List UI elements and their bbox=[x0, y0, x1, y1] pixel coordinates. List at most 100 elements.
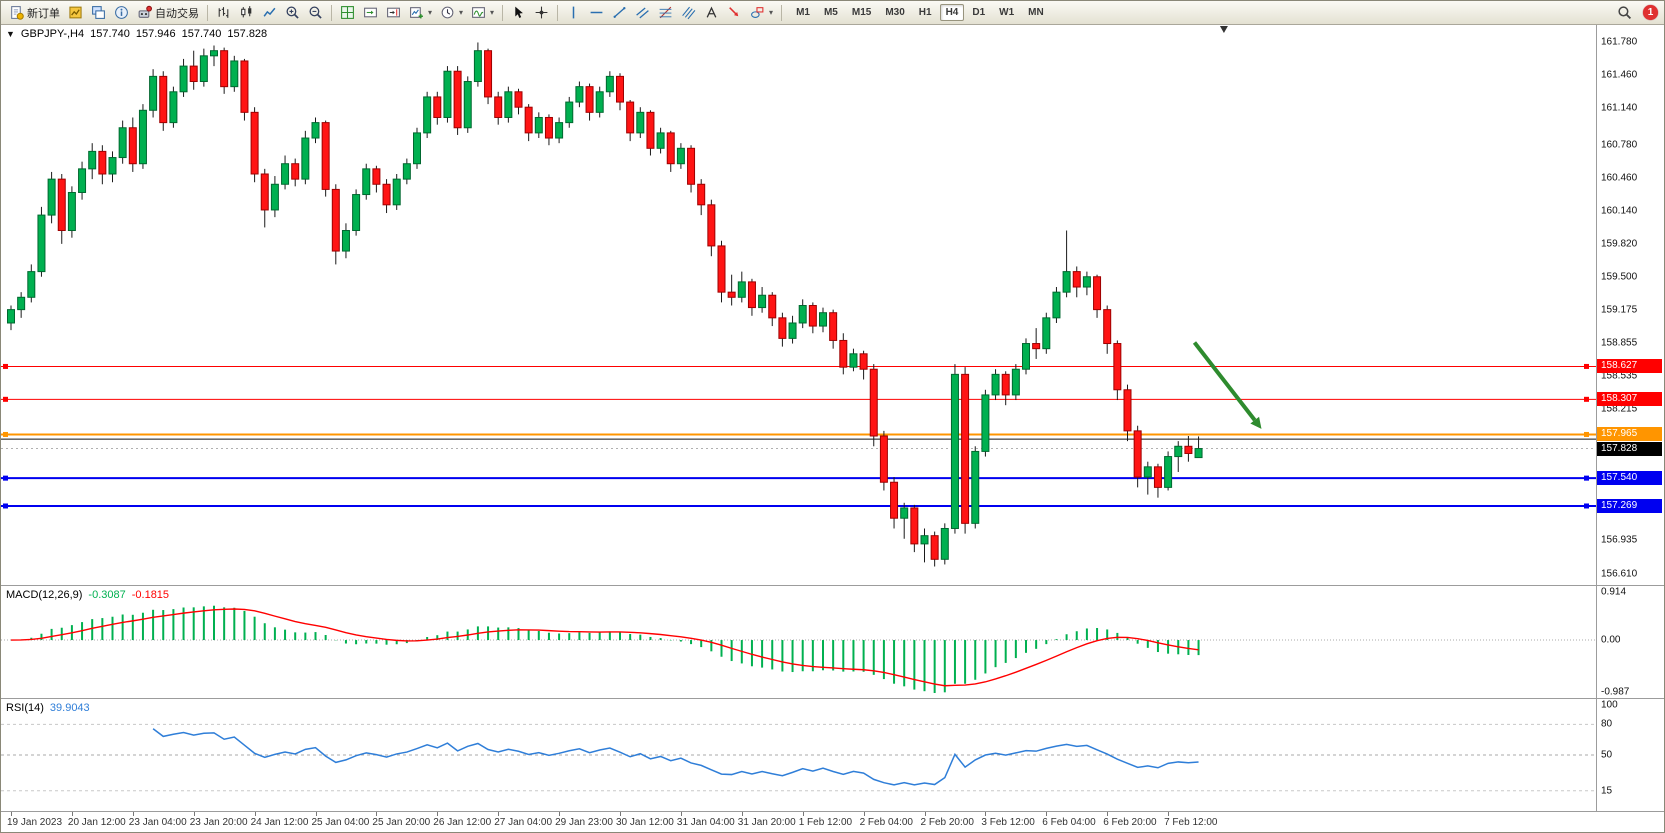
macd-axis: 0.914 0.00 -0.987 bbox=[1596, 586, 1664, 698]
channel-button[interactable] bbox=[631, 3, 654, 23]
toolbar-separator bbox=[781, 4, 783, 21]
chart-shift-marker[interactable] bbox=[1219, 26, 1228, 33]
line-handle[interactable] bbox=[1584, 396, 1589, 402]
candle-down bbox=[829, 312, 838, 341]
auto-scroll-button[interactable] bbox=[359, 3, 382, 23]
candle-up bbox=[281, 163, 290, 185]
chart-shift-button[interactable] bbox=[382, 3, 405, 23]
candle-down bbox=[930, 535, 939, 560]
timeframe-m30[interactable]: M30 bbox=[885, 7, 905, 18]
cursor-button[interactable] bbox=[507, 3, 530, 23]
time-tick bbox=[985, 812, 987, 816]
data-window-button[interactable] bbox=[110, 3, 133, 23]
timeframe-mn[interactable]: MN bbox=[1028, 7, 1044, 18]
time-tick bbox=[1046, 812, 1048, 816]
time-tick bbox=[11, 812, 12, 816]
chevron-down-icon: ▾ bbox=[769, 8, 774, 17]
windows-icon bbox=[91, 5, 106, 20]
vertical-line-button[interactable] bbox=[562, 3, 585, 23]
candle-up bbox=[1022, 343, 1030, 370]
line-handle[interactable] bbox=[3, 475, 8, 481]
macd-label: MACD(12,26,9) -0.3087 -0.1815 bbox=[6, 589, 169, 601]
rsi-plot[interactable]: RSI(14) 39.9043 bbox=[1, 699, 1596, 811]
text-button[interactable] bbox=[700, 3, 723, 23]
indicators-button[interactable]: ▾ bbox=[467, 3, 498, 23]
candle-up bbox=[1011, 368, 1020, 396]
line-handle[interactable] bbox=[1584, 503, 1589, 509]
new-chart-button[interactable]: ▾ bbox=[405, 3, 436, 23]
macd-plot[interactable]: MACD(12,26,9) -0.3087 -0.1815 bbox=[1, 586, 1596, 698]
line-chart-button[interactable] bbox=[258, 3, 281, 23]
bars-icon bbox=[216, 5, 231, 20]
timeframe-h1[interactable]: H1 bbox=[918, 7, 932, 18]
search-button[interactable] bbox=[1613, 3, 1636, 23]
timeframe-m5[interactable]: M5 bbox=[823, 7, 838, 18]
trend-arrow-head[interactable] bbox=[1250, 416, 1262, 429]
crosshair-button[interactable] bbox=[530, 3, 553, 23]
candle-down bbox=[331, 188, 340, 252]
time-tick bbox=[71, 812, 73, 816]
line-handle[interactable] bbox=[1584, 431, 1589, 437]
new-order-button[interactable]: 新订单 bbox=[5, 3, 64, 23]
candle-down bbox=[433, 96, 442, 118]
horizontal-line-button[interactable] bbox=[585, 3, 608, 23]
candle-down bbox=[778, 317, 787, 339]
zoom-in-button[interactable] bbox=[281, 3, 304, 23]
bar-chart-button[interactable] bbox=[212, 3, 235, 23]
main-chart-plot[interactable]: ▼ GBPJPY-,H4 157.740 157.946 157.740 157… bbox=[1, 25, 1596, 585]
line-handle[interactable] bbox=[3, 396, 8, 402]
time-tick bbox=[254, 812, 256, 816]
price-axis[interactable]: 161.780 161.460 161.140 160.780 160.460 160.1… bbox=[1596, 25, 1664, 585]
trendline-button[interactable] bbox=[608, 3, 631, 23]
candle-up bbox=[149, 75, 158, 111]
timeframe-d1[interactable]: D1 bbox=[972, 7, 986, 18]
notification-badge[interactable]: 1 bbox=[1643, 5, 1658, 20]
candle-down bbox=[727, 291, 736, 298]
time-tick bbox=[498, 812, 500, 816]
candle-down bbox=[159, 75, 168, 124]
time-tick bbox=[132, 812, 134, 816]
candle-up bbox=[179, 65, 188, 93]
candle-up bbox=[37, 214, 46, 273]
candle-up bbox=[169, 91, 178, 124]
ohlc-close: 157.828 bbox=[227, 28, 268, 40]
zoom-out-button[interactable] bbox=[304, 3, 327, 23]
axis-tick-label: 159.820 bbox=[1601, 238, 1638, 250]
candle-down bbox=[1153, 466, 1162, 488]
tile-windows-button[interactable] bbox=[87, 3, 110, 23]
autotrading-button[interactable]: 自动交易 bbox=[133, 3, 203, 23]
axis-tick-label: 156.610 bbox=[1601, 568, 1638, 580]
market-watch-button[interactable] bbox=[64, 3, 87, 23]
fibonacci-button[interactable] bbox=[654, 3, 677, 23]
shapes-button[interactable]: ▾ bbox=[746, 3, 777, 23]
candle-down bbox=[189, 65, 198, 83]
line-handle[interactable] bbox=[3, 363, 8, 369]
indicator-icon bbox=[471, 5, 486, 20]
macd-svg bbox=[1, 605, 1596, 693]
trend-arrow[interactable] bbox=[1192, 341, 1257, 422]
line-handle[interactable] bbox=[3, 503, 8, 509]
candle-up bbox=[362, 168, 371, 196]
line-handle[interactable] bbox=[3, 431, 8, 437]
timeframe-m1[interactable]: M1 bbox=[796, 7, 810, 18]
crosshair-icon bbox=[534, 5, 549, 20]
time-axis[interactable]: 19 Jan 2023 20 Jan 12:00 23 Jan 04:00 23 Ja… bbox=[1, 812, 1664, 832]
tile-charts-button[interactable] bbox=[336, 3, 359, 23]
candle-down bbox=[484, 50, 493, 98]
candlestick-chart-button[interactable] bbox=[235, 3, 258, 23]
candle-up bbox=[1062, 271, 1071, 293]
line-handle[interactable] bbox=[1584, 363, 1589, 369]
rsi-name: RSI(14) bbox=[6, 702, 44, 714]
line-handle[interactable] bbox=[1584, 475, 1589, 481]
axis-tick-label: 159.500 bbox=[1601, 271, 1638, 283]
one-click-trading-arrow[interactable]: ▼ bbox=[6, 29, 15, 39]
timeframe-h4[interactable]: H4 bbox=[939, 4, 965, 21]
time-label: 27 Jan 04:00 bbox=[494, 817, 553, 828]
periods-button[interactable]: ▾ bbox=[436, 3, 467, 23]
pitchfork-button[interactable] bbox=[677, 3, 700, 23]
timeframe-m15[interactable]: M15 bbox=[851, 7, 872, 18]
arrows-button[interactable] bbox=[723, 3, 746, 23]
timeframe-w1[interactable]: W1 bbox=[999, 7, 1015, 18]
pitchfork-icon bbox=[681, 5, 696, 20]
candle-up bbox=[1164, 456, 1173, 488]
